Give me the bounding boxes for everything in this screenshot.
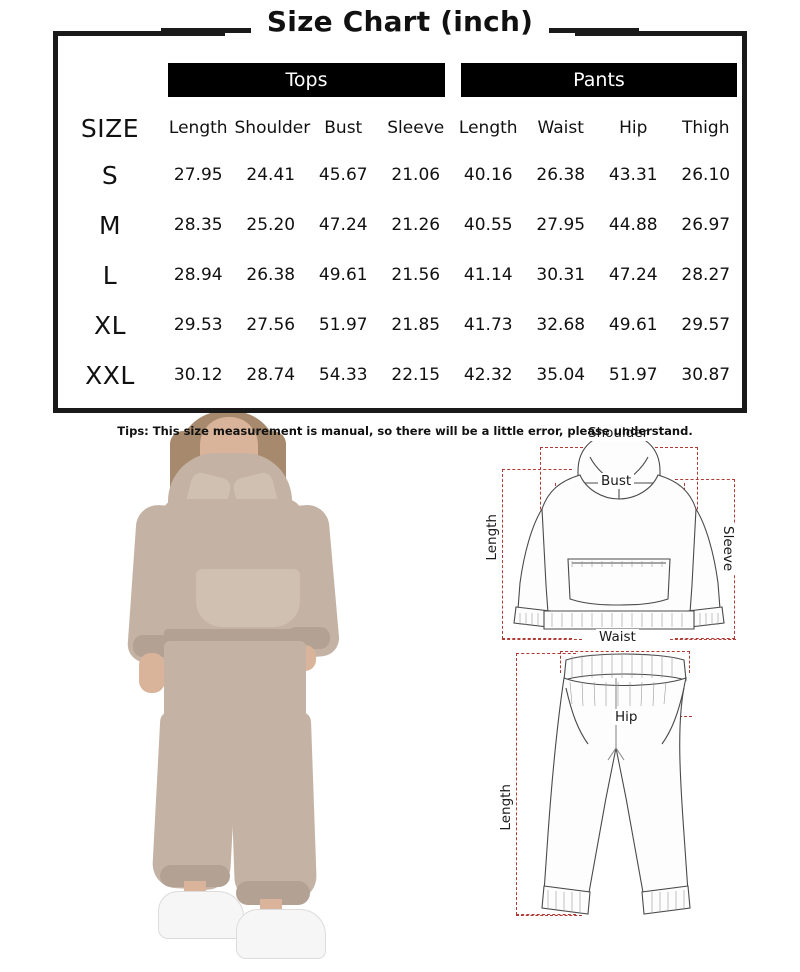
column-header-pant-waist: Waist [537, 118, 584, 138]
measurement-cell: 28.35 [173, 215, 223, 235]
technical-diagrams: Shoulder Bust Length Sleeve Waist [420, 413, 800, 972]
measurement-cell: 27.95 [173, 165, 223, 185]
table-header-row: SIZE Length Shoulder Bust Sleeve Length … [58, 106, 742, 150]
sleeve-guide-bottom [670, 639, 736, 640]
measurement-cell: 51.97 [318, 315, 368, 335]
column-header-top-bust: Bust [324, 118, 363, 138]
column-header-pant-hip: Hip [619, 118, 648, 138]
column-header-top-sleeve: Sleeve [387, 118, 445, 138]
measurement-cell: 29.53 [173, 315, 223, 335]
table-row: XL 29.53 27.56 51.97 21.85 41.73 32.68 49.61 29.… [58, 300, 742, 350]
measurement-cell: 21.56 [391, 265, 441, 285]
pants-line-art [541, 653, 691, 915]
measurement-cell: 22.15 [391, 365, 441, 385]
group-bar-pants: Pants [461, 63, 737, 97]
pants-waist-guide [560, 651, 690, 673]
measurement-cell: 49.61 [608, 315, 658, 335]
measurement-cell: 41.14 [463, 265, 513, 285]
label-hip: Hip [612, 709, 641, 725]
table-row: L 28.94 26.38 49.61 21.56 41.14 30.31 47.24 28.2… [58, 250, 742, 300]
measurement-cell: 54.33 [318, 365, 368, 385]
label-bust: Bust [598, 473, 635, 489]
size-table: SIZE Length Shoulder Bust Sleeve Length … [58, 106, 742, 400]
size-label: XXL [85, 360, 135, 390]
measurement-cell: 25.20 [246, 215, 296, 235]
size-label: M [98, 210, 122, 240]
measurement-cell: 32.68 [536, 315, 586, 335]
measurement-cell: 44.88 [608, 215, 658, 235]
column-header-size: SIZE [80, 113, 140, 143]
length-guide [502, 469, 572, 639]
length-guide-bottom [502, 639, 582, 640]
measurement-cell: 21.85 [391, 315, 441, 335]
measurement-cell: 28.74 [246, 365, 296, 385]
size-chart-frame: Tops Pants SIZE Length Shoulder Bust Sle… [53, 31, 747, 438]
table-row: XXL 30.12 28.74 54.33 22.15 42.32 35.04 51.97 30… [58, 350, 742, 400]
column-header-top-shoulder: Shoulder [234, 118, 311, 138]
group-bar-pants-label: Pants [573, 69, 625, 91]
measurement-cell: 47.24 [608, 265, 658, 285]
measurement-cell: 26.38 [246, 265, 296, 285]
measurement-cell: 28.27 [681, 265, 731, 285]
measurement-cell: 27.95 [536, 215, 586, 235]
measurement-cell: 30.31 [536, 265, 586, 285]
table-row: S 27.95 24.41 45.67 21.06 40.16 26.38 43.31 26.1… [58, 150, 742, 200]
measurement-cell: 40.55 [463, 215, 513, 235]
measurement-cell: 30.12 [173, 365, 223, 385]
measurement-cell: 43.31 [608, 165, 658, 185]
tips-note: Tips: This size measurement is manual, s… [117, 424, 693, 438]
label-length-bottom: Length [498, 781, 514, 834]
measurement-cell: 30.87 [681, 365, 731, 385]
pants-length-guide [516, 653, 576, 915]
label-length-top: Length [484, 511, 500, 564]
measurement-cell: 47.24 [318, 215, 368, 235]
measurement-cell: 29.57 [681, 315, 731, 335]
column-header-pant-thigh: Thigh [682, 118, 730, 138]
size-label: L [102, 260, 118, 290]
lower-illustration-area: Shoulder Bust Length Sleeve Waist [0, 413, 800, 972]
label-waist: Waist [596, 629, 639, 645]
measurement-cell: 26.10 [681, 165, 731, 185]
label-shoulder: Shoulder [585, 425, 652, 441]
group-bar-tops: Tops [168, 63, 445, 97]
measurement-cell: 35.04 [536, 365, 586, 385]
title-rule-left [160, 27, 251, 33]
measurement-cell: 27.56 [246, 315, 296, 335]
measurement-cell: 26.38 [536, 165, 586, 185]
page-title: Size Chart (inch) [260, 8, 540, 36]
hoodie-line-art [513, 432, 725, 630]
size-label: XL [93, 310, 127, 340]
measurement-cell: 24.41 [246, 165, 296, 185]
measurement-cell: 40.16 [463, 165, 513, 185]
measurement-cell: 45.67 [318, 165, 368, 185]
column-header-top-length: Length [168, 118, 228, 138]
measurement-cell: 42.32 [463, 365, 513, 385]
title-rule-right [549, 27, 640, 33]
group-bar-tops-label: Tops [285, 69, 328, 91]
measurement-cell: 26.97 [681, 215, 731, 235]
measurement-cell: 41.73 [463, 315, 513, 335]
label-sleeve: Sleeve [720, 523, 736, 575]
size-label: S [101, 160, 119, 190]
column-header-pant-length: Length [458, 118, 518, 138]
measurement-cell: 28.94 [173, 265, 223, 285]
measurement-cell: 51.97 [608, 365, 658, 385]
model-photo [60, 413, 400, 972]
table-row: M 28.35 25.20 47.24 21.26 40.55 27.95 44.88 26.9… [58, 200, 742, 250]
pants-length-guide-bottom [516, 915, 582, 916]
group-header-bars: Tops Pants [58, 63, 742, 97]
measurement-cell: 21.06 [391, 165, 441, 185]
chart-title-row: Size Chart (inch) [0, 4, 800, 40]
measurement-cell: 49.61 [318, 265, 368, 285]
measurement-cell: 21.26 [391, 215, 441, 235]
size-table-body: S 27.95 24.41 45.67 21.06 40.16 26.38 43.31 26.1… [58, 150, 742, 400]
